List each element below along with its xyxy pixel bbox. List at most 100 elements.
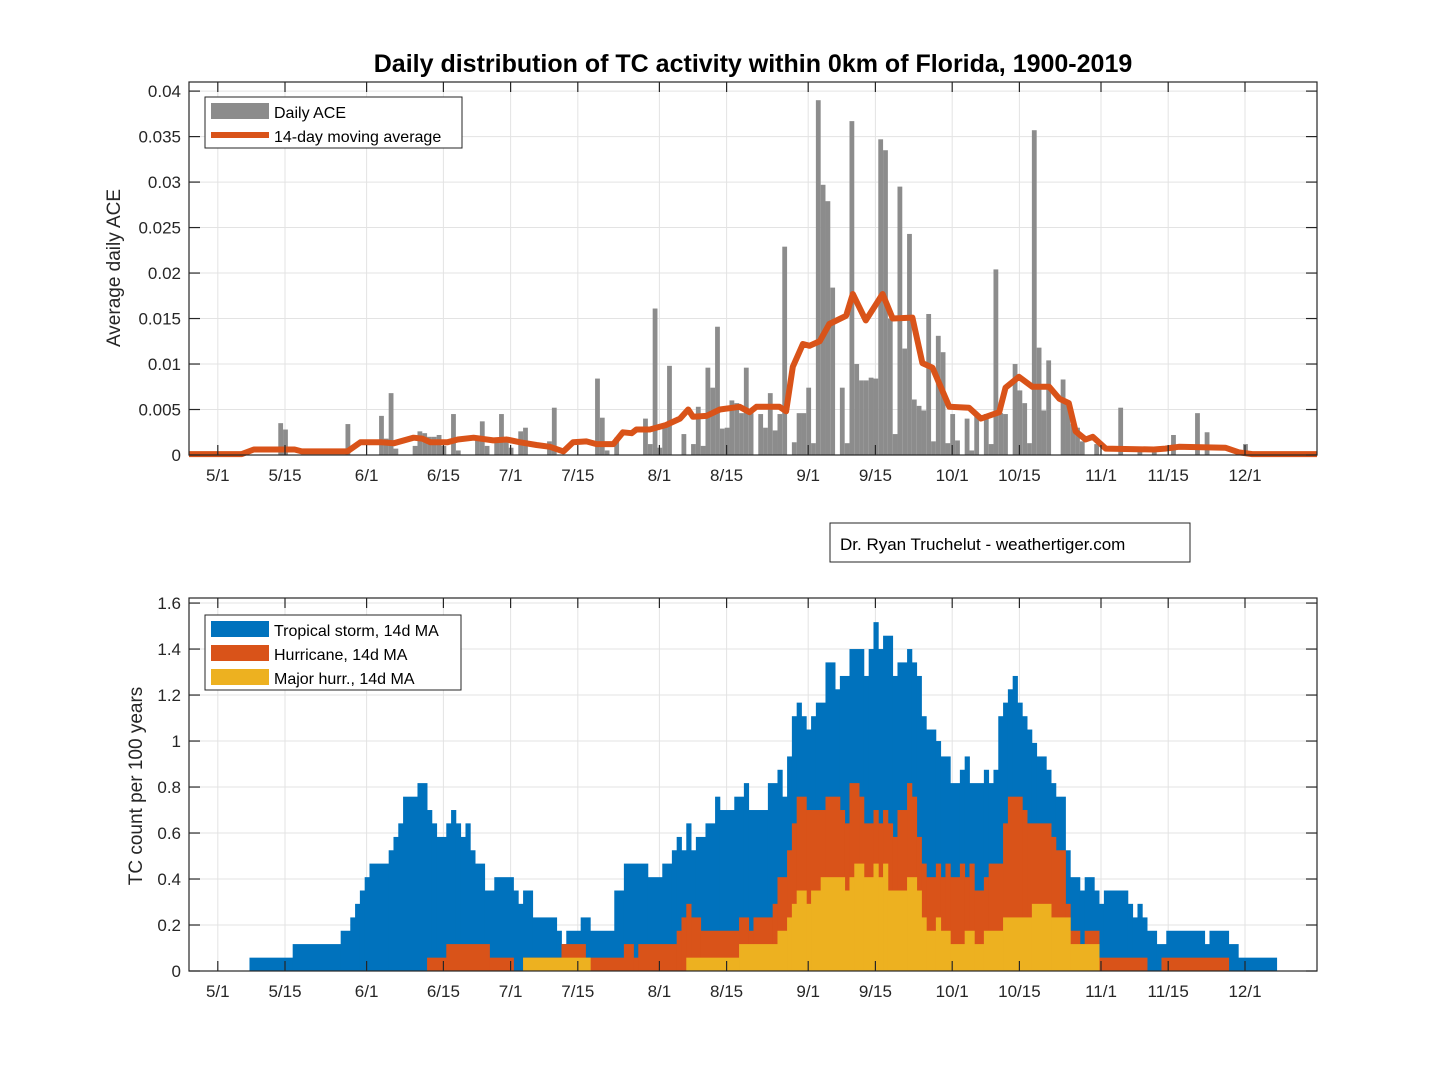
ace-bar (902, 348, 908, 455)
major-hurricane-step (739, 944, 778, 971)
major-hurricane-step (921, 917, 927, 971)
hurricane-step (772, 903, 778, 971)
tropical-storm-step (1079, 890, 1086, 971)
tropical-storm-step (883, 635, 894, 971)
tc-axes-box (188, 597, 1318, 972)
ace-bar (935, 335, 941, 455)
ace-bar (1195, 413, 1200, 455)
ace-bar (595, 378, 600, 455)
major-hurricane-step (1051, 917, 1071, 971)
tc-count-y-axis-label: TC count per 100 years (126, 687, 147, 886)
ace-bar (801, 413, 807, 455)
ace-x-tick-label: 6/1 (355, 466, 379, 485)
tropical-storm-step (935, 741, 942, 971)
ace-bar (815, 100, 821, 455)
ace-bar (729, 400, 735, 455)
legend-label-tropical-storm: Tropical storm, 14d MA (274, 623, 439, 640)
ace-bar (1137, 450, 1143, 455)
attribution-text: Dr. Ryan Truchelut - weathertiger.com (840, 535, 1125, 554)
ace-bar (1003, 414, 1008, 455)
tropical-storm-step (964, 756, 970, 971)
ace-bar (379, 415, 384, 455)
legend-swatch-major-hurricane (211, 669, 269, 685)
tropical-storm-step (892, 675, 898, 971)
hurricane-step (964, 877, 970, 971)
tropical-storm-step (455, 823, 462, 971)
ace-bar (863, 380, 869, 455)
hurricane-step (959, 863, 966, 971)
tc-y-tick-label: 1 (172, 732, 181, 751)
tc-y-tick-label: 0.4 (157, 870, 181, 889)
ace-axes: 5/1 5/15 6/1 6/15 7/1 7/15 8/1 8/15 9/1 9/15 10/1 1… (104, 81, 1318, 485)
ace-bar (647, 444, 653, 455)
ace-bar (431, 436, 437, 455)
tc-x-tick-label: 9/1 (796, 982, 820, 1001)
ace-y-tick-label: 0.035 (138, 128, 181, 147)
ace-y-tick-label: 0.02 (148, 264, 181, 283)
tropical-storm-step (734, 796, 745, 971)
tropical-storm-step (359, 890, 366, 971)
tropical-storm-step (403, 796, 418, 971)
ace-x-tick-label: 9/15 (859, 466, 892, 485)
tropical-storm-step (388, 850, 394, 971)
ace-bar (1041, 410, 1047, 455)
tropical-storm-step (1084, 877, 1095, 971)
ace-bar (283, 429, 288, 455)
tc-x-tick-label: 6/1 (355, 982, 379, 1001)
ace-bar (739, 413, 744, 455)
tropical-storm-step (475, 863, 486, 971)
hurricane-step (945, 863, 951, 971)
major-hurricane-step (811, 890, 822, 971)
hurricane-step (974, 890, 985, 971)
major-hurricane-step (878, 877, 884, 971)
tropical-storm-step (695, 836, 706, 971)
ace-bar (417, 431, 423, 455)
ace-bar (796, 413, 802, 455)
ace-y-tick-label: 0.015 (138, 310, 181, 329)
tropical-storm-step (484, 890, 495, 971)
ace-bar (854, 364, 860, 455)
tropical-storm-step (393, 836, 399, 971)
tropical-storm-step (662, 863, 673, 971)
ace-bar (907, 233, 912, 455)
tc-x-tick-label: 7/15 (561, 982, 594, 1001)
ace-bar (1031, 130, 1037, 455)
ace-bar (777, 414, 783, 455)
hurricane-step (633, 957, 639, 971)
tropical-storm-step (1142, 917, 1148, 971)
major-hurricane-step (787, 917, 793, 971)
ace-bar (652, 308, 658, 455)
tropical-storm-step (436, 836, 447, 971)
ace-bar (763, 427, 768, 455)
tropical-storm-step (494, 877, 514, 971)
hurricane-step (969, 863, 975, 971)
ace-bar (1070, 424, 1076, 455)
major-hurricane-step (849, 877, 855, 971)
tropical-storm-step (681, 850, 687, 971)
hurricane-step (638, 944, 678, 971)
tropical-storm-step (916, 675, 922, 971)
tropical-storm-step (523, 890, 534, 971)
major-hurricane-step (940, 930, 951, 971)
ace-y-tick-label: 0 (172, 446, 181, 465)
ace-bar (1012, 364, 1018, 455)
ace-bar (993, 269, 999, 455)
tropical-storm-step (1228, 944, 1239, 971)
tc-x-tick-label: 5/15 (268, 982, 301, 1001)
major-hurricane-step (907, 877, 918, 971)
ace-bar (551, 407, 557, 455)
tropical-storm-step (950, 783, 961, 971)
hurricane-step (686, 903, 692, 971)
tropical-storm-step (518, 903, 524, 971)
tropical-storm-step (1204, 944, 1210, 971)
hurricane-step (791, 823, 798, 971)
hurricane-step (676, 930, 682, 971)
hurricane-step (907, 783, 913, 971)
ace-bar (926, 313, 932, 455)
legend-label-daily-ace: Daily ACE (274, 105, 346, 122)
ace-x-tick-label: 9/1 (796, 466, 820, 485)
tropical-storm-step (1132, 917, 1138, 971)
ace-bar (662, 424, 668, 455)
ace-bar (1079, 441, 1085, 455)
ace-bar (916, 405, 922, 455)
